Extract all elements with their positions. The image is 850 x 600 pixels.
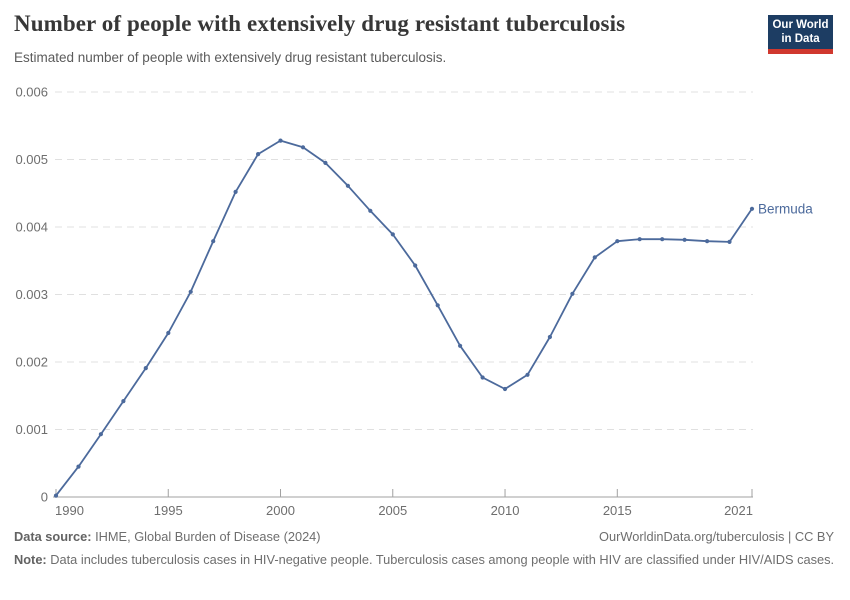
x-tick-label: 2005 — [378, 503, 407, 518]
y-tick-label: 0.005 — [15, 152, 48, 167]
x-tick-label: 2021 — [724, 503, 753, 518]
data-point[interactable] — [727, 239, 732, 244]
owid-logo-line1: Our World — [772, 19, 829, 31]
y-tick-label: 0.006 — [15, 85, 48, 100]
data-point[interactable] — [278, 138, 283, 143]
data-source: Data source: IHME, Global Burden of Dise… — [14, 529, 321, 544]
owid-logo-box: Our World in Data — [768, 15, 833, 54]
owid-logo-line2: in Data — [781, 32, 820, 45]
x-tick-label: 1990 — [55, 503, 84, 518]
x-tick-label: 1995 — [154, 503, 183, 518]
data-point[interactable] — [435, 303, 440, 308]
x-tick-label: 2000 — [266, 503, 295, 518]
chart-note-label: Note: — [14, 552, 47, 567]
chart-note: Note: Data includes tuberculosis cases i… — [14, 551, 836, 570]
data-source-text: IHME, Global Burden of Disease (2024) — [91, 529, 321, 544]
y-tick-label: 0.003 — [15, 287, 48, 302]
data-point[interactable] — [682, 237, 687, 242]
data-point[interactable] — [76, 464, 81, 469]
data-point[interactable] — [705, 239, 710, 244]
y-tick-label: 0.004 — [15, 220, 48, 235]
y-tick-label: 0.001 — [15, 422, 48, 437]
x-tick-label: 2015 — [603, 503, 632, 518]
page-title: Number of people with extensively drug r… — [14, 11, 626, 36]
data-point[interactable] — [390, 232, 395, 237]
data-point[interactable] — [345, 183, 350, 188]
chart-note-text: Data includes tuberculosis cases in HIV-… — [46, 552, 835, 567]
data-point[interactable] — [525, 372, 530, 377]
data-point[interactable] — [615, 239, 620, 244]
data-point[interactable] — [660, 237, 665, 242]
y-tick-label: 0.002 — [15, 355, 48, 370]
data-source-label: Data source: — [14, 529, 92, 544]
data-point[interactable] — [570, 291, 575, 296]
data-point[interactable] — [413, 263, 418, 268]
data-point[interactable] — [233, 189, 238, 194]
data-point[interactable] — [323, 160, 328, 165]
data-point[interactable] — [547, 334, 553, 340]
owid-logo[interactable]: Our World in Data — [768, 15, 833, 54]
data-point[interactable] — [300, 145, 306, 150]
data-point[interactable] — [143, 366, 148, 371]
data-point[interactable] — [749, 206, 755, 211]
data-point[interactable] — [121, 399, 126, 404]
data-point[interactable] — [592, 255, 597, 260]
data-point[interactable] — [211, 239, 216, 244]
data-point[interactable] — [480, 375, 485, 380]
y-tick-label: 0 — [41, 490, 48, 505]
chart-footer: Data source: IHME, Global Burden of Dise… — [14, 529, 834, 544]
data-point[interactable] — [53, 493, 59, 498]
data-point[interactable] — [458, 343, 463, 348]
data-point[interactable] — [188, 289, 193, 294]
data-point[interactable] — [166, 330, 171, 336]
data-point[interactable] — [256, 152, 261, 157]
x-tick-label: 2010 — [491, 503, 520, 518]
data-line[interactable] — [55, 139, 753, 497]
series-label: Bermuda — [758, 201, 813, 216]
chart-subtitle: Estimated number of people with extensiv… — [14, 50, 447, 65]
license-link[interactable]: OurWorldinData.org/tuberculosis | CC BY — [599, 529, 834, 544]
data-point[interactable] — [502, 386, 508, 392]
data-point[interactable] — [368, 208, 373, 213]
data-point[interactable] — [637, 237, 642, 242]
data-point[interactable] — [98, 432, 103, 437]
